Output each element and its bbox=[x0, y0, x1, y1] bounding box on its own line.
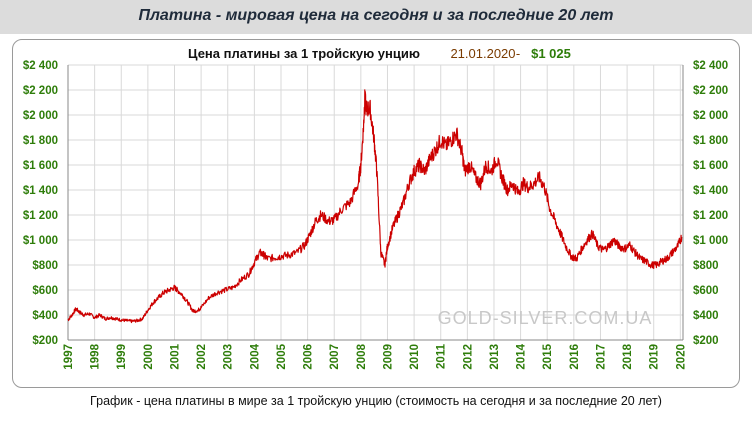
y-tick-label-right: $2 000 bbox=[693, 110, 728, 122]
y-tick-label-right: $2 200 bbox=[693, 85, 728, 97]
chart-date: 21.01.2020 bbox=[450, 46, 515, 61]
chart-dash: - bbox=[516, 46, 520, 61]
y-tick-label-right: $1 800 bbox=[693, 135, 728, 147]
page-title: Платина - мировая цена на сегодня и за п… bbox=[0, 0, 752, 34]
x-tick-label: 2004 bbox=[249, 343, 261, 369]
x-axis-labels: 1997 1998 1999 2000 2001 2002 2003 2004 2005 2006… bbox=[63, 343, 687, 369]
y-tick-label-right: $1 600 bbox=[693, 160, 728, 172]
x-tick-label: 2002 bbox=[196, 344, 208, 370]
x-tick-label: 1997 bbox=[63, 344, 75, 370]
y-tick-label: $2 000 bbox=[23, 110, 58, 122]
y-tick-label: $800 bbox=[32, 260, 58, 272]
x-tick-label: 1998 bbox=[90, 343, 102, 369]
y-tick-label: $200 bbox=[32, 335, 58, 347]
y-tick-label-right: $1 000 bbox=[693, 235, 728, 247]
y-tick-label: $1 800 bbox=[23, 135, 58, 147]
x-tick-label: 2019 bbox=[649, 344, 661, 370]
y-tick-label-right: $800 bbox=[693, 260, 719, 272]
x-tick-label: 2009 bbox=[382, 344, 394, 370]
axes bbox=[67, 65, 684, 341]
y-tick-label-right: $200 bbox=[693, 335, 719, 347]
y-tick-label-right: $400 bbox=[693, 310, 719, 322]
chart-panel bbox=[12, 39, 740, 388]
y-tick-label-right: $1 200 bbox=[693, 210, 728, 222]
grid bbox=[67, 64, 683, 341]
chart-title: Цена платины за 1 тройскую унцию bbox=[188, 46, 420, 61]
x-tick-label: 2018 bbox=[622, 343, 634, 369]
x-tick-label: 1999 bbox=[116, 344, 128, 370]
y-tick-label: $2 200 bbox=[23, 85, 58, 97]
watermark: GOLD-SILVER.COM.UA bbox=[438, 308, 653, 328]
y-tick-label: $1 200 bbox=[23, 210, 58, 222]
x-tick-label: 2007 bbox=[329, 344, 341, 370]
x-tick-label: 2013 bbox=[489, 344, 501, 370]
x-tick-label: 2016 bbox=[569, 344, 581, 370]
x-tick-label: 2017 bbox=[595, 344, 607, 370]
y-tick-label: $1 600 bbox=[23, 160, 58, 172]
y-tick-label-right: $2 400 bbox=[693, 60, 728, 72]
x-tick-label: 2020 bbox=[675, 344, 687, 370]
x-tick-label: 2000 bbox=[143, 344, 155, 370]
x-tick-label: 2011 bbox=[436, 343, 448, 369]
y-tick-label: $1 400 bbox=[23, 185, 58, 197]
y-tick-label: $1 000 bbox=[23, 235, 58, 247]
x-tick-label: 2003 bbox=[223, 344, 235, 370]
y-axis-left-labels: $2 400 $2 200 $2 000 $1 800 $1 600 $1 400 $1 2… bbox=[23, 60, 58, 347]
x-tick-label: 2014 bbox=[516, 343, 528, 369]
x-tick-label: 2001 bbox=[169, 343, 181, 369]
platinum-price-line bbox=[67, 89, 683, 324]
y-tick-label: $400 bbox=[32, 310, 58, 322]
x-tick-label: 2008 bbox=[356, 343, 368, 369]
y-axis-right-labels: $2 400 $2 200 $2 000 $1 800 $1 600 $1 400 $1 2… bbox=[693, 60, 728, 347]
y-tick-label: $2 400 bbox=[23, 60, 58, 72]
x-tick-label: 2012 bbox=[462, 344, 474, 370]
x-tick-label: 2006 bbox=[303, 344, 315, 370]
x-tick-label: 2010 bbox=[409, 344, 421, 370]
x-tick-label: 2015 bbox=[542, 343, 554, 369]
y-tick-label-right: $1 400 bbox=[693, 185, 728, 197]
chart-caption: График - цена платины в мире за 1 тройск… bbox=[90, 394, 662, 408]
chart-current-price: $1 025 bbox=[531, 46, 571, 61]
y-tick-label: $600 bbox=[32, 285, 58, 297]
y-tick-label-right: $600 bbox=[693, 285, 719, 297]
x-tick-label: 2005 bbox=[276, 343, 288, 369]
